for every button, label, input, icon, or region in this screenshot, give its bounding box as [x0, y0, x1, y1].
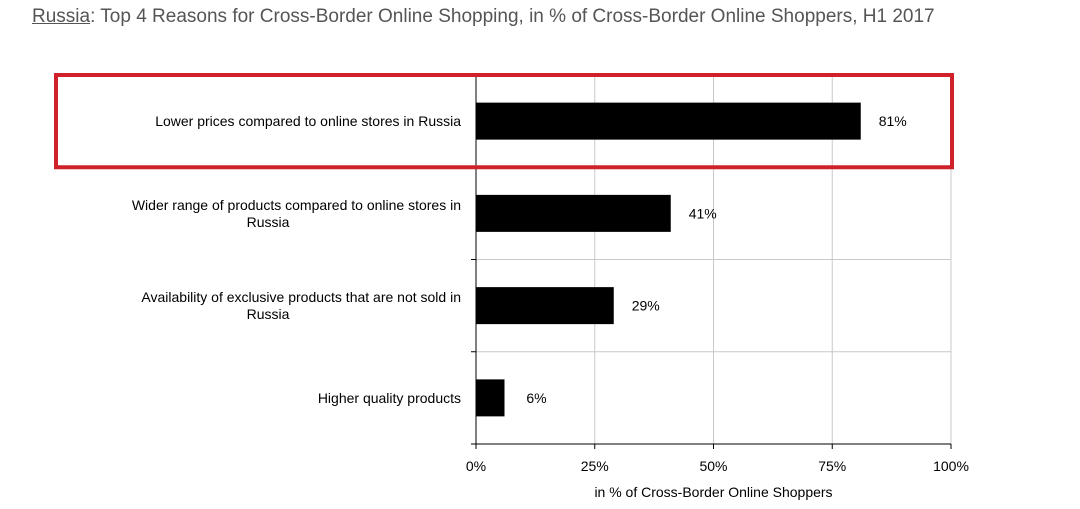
bar: [476, 379, 505, 417]
bar: [476, 287, 614, 325]
x-tick-label: 0%: [466, 458, 486, 474]
bar: [476, 194, 671, 232]
chart-title: Russia: Top 4 Reasons for Cross-Border O…: [32, 6, 935, 28]
x-tick-label: 50%: [699, 458, 727, 474]
highlight-box: [54, 73, 954, 170]
bar-value-label: 81%: [879, 113, 907, 129]
bar-value-label: 6%: [526, 390, 546, 406]
x-tick-label: 100%: [933, 458, 969, 474]
x-tick-label: 75%: [818, 458, 846, 474]
title-text: : Top 4 Reasons for Cross-Border Online …: [90, 6, 935, 27]
bar-value-label: 41%: [689, 205, 717, 221]
x-axis-title: in % of Cross-Border Online Shoppers: [594, 484, 832, 500]
x-tick-label: 25%: [581, 458, 609, 474]
bar-value-label: 29%: [632, 298, 660, 314]
title-country-link[interactable]: Russia: [32, 6, 91, 27]
bar: [476, 102, 861, 140]
category-label: Lower prices compared to online stores i…: [155, 113, 461, 129]
category-label: Wider range of products compared to onli…: [132, 197, 461, 230]
category-label: Availability of exclusive products that …: [141, 289, 461, 322]
category-label: Higher quality products: [318, 390, 461, 406]
